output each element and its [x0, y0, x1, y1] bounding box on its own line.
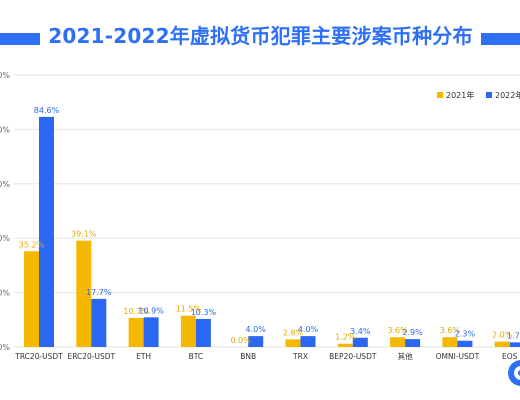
y-tick-label: 40% — [0, 234, 10, 243]
x-tick-label: 其他 — [398, 351, 413, 361]
bar-2021 — [285, 339, 301, 347]
x-tick-label: BNB — [240, 352, 256, 361]
bar-2021 — [494, 341, 510, 347]
bar-2022 — [248, 336, 264, 347]
x-axis-ticks: TRC20-USDT ERC20-USDT ETH BTC BNB TRX BEP20-US… — [14, 351, 517, 361]
title-banner: 2021-2022年虚拟货币犯罪主要涉案币种分布 — [0, 0, 520, 72]
data-label: 10.3% — [191, 308, 217, 317]
x-tick-label: BEP20-USDT — [329, 352, 377, 361]
data-label: 17.7% — [86, 288, 112, 297]
bar-2021 — [390, 337, 406, 347]
y-axis-ticks: 0% 20% 40% 60% 80% 100% — [0, 71, 10, 352]
bar-2022 — [143, 317, 159, 347]
bar-2022 — [509, 342, 520, 347]
y-tick-label: 0% — [0, 343, 10, 352]
data-label: 2.9% — [402, 328, 423, 337]
data-label: 11.5% — [176, 305, 202, 314]
chart-title: 2021-2022年虚拟货币犯罪主要涉案币种分布 — [48, 24, 473, 48]
y-tick-label: 100% — [0, 71, 10, 80]
data-label: 39.1% — [71, 230, 97, 239]
bar-2022 — [39, 116, 54, 347]
x-tick-label: TRX — [292, 352, 308, 361]
data-label: 84.6% — [34, 106, 60, 115]
data-label: 10.9% — [138, 306, 164, 315]
data-label: 4.0% — [246, 325, 267, 334]
data-label: 2.8% — [283, 328, 304, 337]
bars — [24, 116, 520, 347]
data-labels: 35.2% 84.6% 39.1% 17.7% 10.7%10.9% 11.5%10.3%… — [19, 106, 520, 345]
bar-2022 — [91, 298, 107, 347]
bar-2021 — [442, 337, 458, 347]
y-tick-label: 20% — [0, 289, 10, 298]
legend-label: 2022年 — [495, 90, 520, 100]
x-tick-label: EOS — [502, 352, 518, 361]
data-label: 2.3% — [455, 330, 476, 339]
bar-2022 — [352, 337, 368, 347]
bar-2022 — [405, 339, 421, 347]
data-label: 3.6% — [387, 326, 408, 335]
title-accent-bar-right — [481, 33, 520, 45]
data-label: 10.7% — [123, 307, 149, 316]
x-tick-label: BTC — [189, 352, 204, 361]
bar-2021 — [76, 240, 92, 347]
brand-logo-icon — [508, 360, 520, 386]
bar-2021 — [24, 251, 39, 347]
x-tick-label: ETH — [136, 352, 151, 361]
data-label: 2.0% — [492, 331, 513, 340]
legend-swatch — [486, 92, 492, 98]
data-label: 1.2% — [335, 333, 356, 342]
data-label: 3.6% — [440, 326, 461, 335]
data-label: 4.0% — [298, 325, 319, 334]
data-label: 35.2% — [19, 240, 45, 249]
y-tick-label: 60% — [0, 180, 10, 189]
bar-2022 — [195, 318, 211, 347]
title-accent-bar-left — [0, 33, 40, 45]
data-label: 0.0% — [231, 336, 252, 345]
bar-2021 — [337, 343, 353, 347]
data-label: 3.4% — [350, 327, 371, 336]
legend-swatch — [437, 92, 443, 98]
x-tick-label: TRC20-USDT — [14, 352, 63, 361]
y-tick-label: 80% — [0, 125, 10, 134]
x-tick-label: OMNI-USDT — [436, 352, 480, 361]
legend-label: 2021年 — [446, 90, 474, 100]
data-label: 1.7% — [507, 331, 520, 340]
legend: 2021年 2022年 — [437, 90, 520, 100]
bar-2021 — [128, 317, 144, 347]
bar-2022 — [457, 340, 473, 347]
x-tick-label: ERC20-USDT — [67, 352, 115, 361]
bar-2021 — [180, 315, 196, 347]
bar-2022 — [300, 336, 316, 347]
